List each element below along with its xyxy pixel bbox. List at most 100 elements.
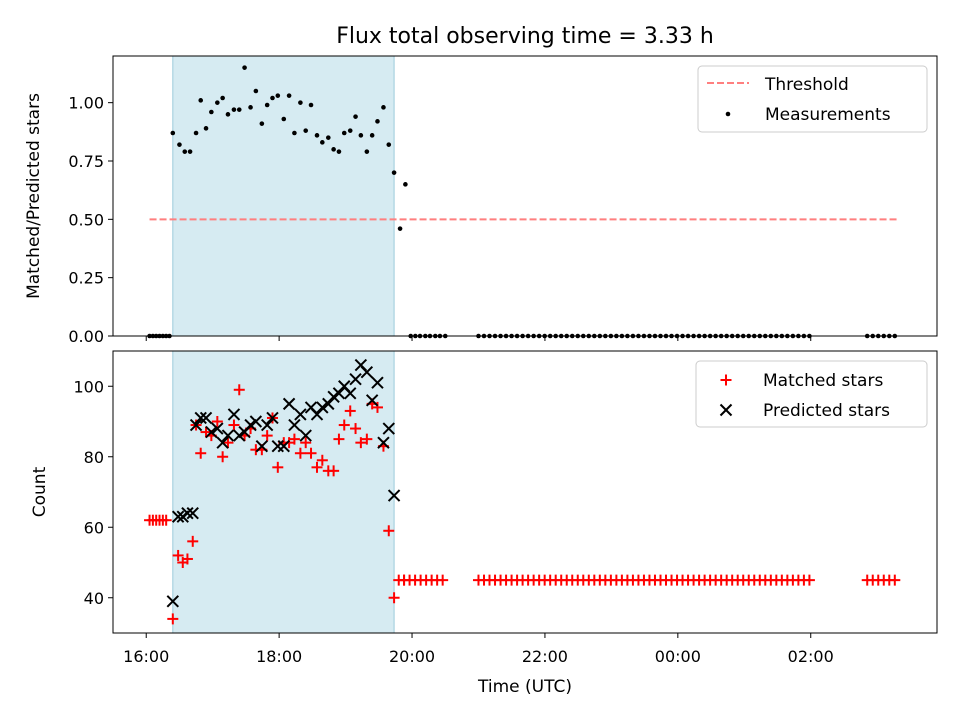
measurement-point bbox=[308, 102, 314, 108]
predicted-stars-points bbox=[166, 358, 401, 608]
matched-star-point bbox=[328, 465, 340, 477]
predicted-star-point bbox=[260, 418, 274, 432]
predicted-star-point bbox=[166, 595, 180, 608]
predicted-star-point bbox=[349, 372, 362, 386]
matched-star-point bbox=[211, 416, 223, 427]
chart-title: Flux total observing time = 3.33 h bbox=[336, 24, 714, 49]
predicted-star-point bbox=[294, 408, 307, 421]
predicted-star-point bbox=[332, 387, 346, 400]
y-tick-label: 0.25 bbox=[68, 269, 104, 288]
matched-star-point bbox=[316, 454, 328, 466]
x-tick-label: 02:00 bbox=[788, 647, 834, 666]
matched-star-point bbox=[217, 451, 229, 463]
measurement-point bbox=[292, 130, 297, 136]
matched-star-point bbox=[388, 592, 400, 604]
predicted-star-point bbox=[327, 390, 340, 404]
predicted-star-point bbox=[288, 418, 301, 432]
measurement-point bbox=[259, 121, 265, 126]
top-axes-frame bbox=[112, 55, 938, 337]
predicted-star-point bbox=[216, 436, 229, 449]
predicted-star-point bbox=[221, 429, 235, 442]
predicted-star-point bbox=[299, 429, 312, 442]
predicted-star-point bbox=[310, 408, 324, 421]
matched-star-point bbox=[233, 384, 245, 396]
x-tick-label: 00:00 bbox=[655, 647, 701, 666]
y-tick-label: 0.50 bbox=[68, 210, 104, 229]
measurement-point bbox=[320, 140, 325, 145]
measurement-point bbox=[341, 130, 347, 136]
measurement-point bbox=[347, 128, 353, 133]
predicted-star-point bbox=[277, 439, 290, 453]
matched-star-point bbox=[261, 430, 273, 442]
legend-box bbox=[697, 65, 928, 133]
x-axis-label: Time (UTC) bbox=[477, 677, 572, 697]
legend-predicted-swatch bbox=[719, 403, 733, 417]
measurement-point bbox=[209, 109, 214, 115]
legend-predicted-label: Predicted stars bbox=[763, 401, 890, 421]
matched-star-point bbox=[228, 419, 240, 431]
measurement-point bbox=[353, 114, 358, 119]
measurement-point bbox=[286, 93, 292, 98]
legend-matched-label: Matched stars bbox=[763, 371, 883, 391]
measurement-point bbox=[225, 112, 231, 117]
measurement-point bbox=[177, 142, 182, 147]
measurement-point bbox=[336, 149, 342, 154]
measurement-point bbox=[303, 128, 309, 133]
measurement-point bbox=[270, 95, 275, 101]
predicted-star-point bbox=[382, 422, 395, 435]
y-tick-label: 0.75 bbox=[68, 152, 104, 171]
measurement-point bbox=[298, 100, 303, 105]
measurement-point bbox=[331, 147, 336, 152]
predicted-star-point bbox=[227, 408, 241, 421]
y-tick-label: 80 bbox=[84, 448, 104, 467]
measurement-point bbox=[220, 95, 225, 101]
matched-star-point bbox=[187, 535, 199, 547]
predicted-star-point bbox=[211, 422, 224, 435]
predicted-star-point bbox=[255, 439, 269, 453]
matched-star-point bbox=[300, 437, 312, 449]
matched-star-point bbox=[338, 419, 350, 431]
matched-star-point bbox=[361, 433, 373, 445]
legend-box bbox=[695, 360, 928, 428]
bottom-y-axis-label: Count bbox=[30, 466, 50, 517]
matched-star-point bbox=[294, 447, 306, 459]
matched-star-point bbox=[181, 553, 193, 565]
bottom-y-ticks: 40 60 80 100 bbox=[73, 377, 113, 608]
measurement-point bbox=[397, 226, 403, 231]
predicted-star-point bbox=[186, 506, 199, 520]
bottom-panel: 40 60 80 100 16:00 18:00 20:00 22:00 00:00 02:00… bbox=[30, 350, 938, 697]
y-tick-label: 100 bbox=[73, 377, 104, 396]
predicted-star-point bbox=[249, 415, 263, 428]
top-panel: 0.00 0.25 0.50 0.75 1.00 Matched/Predicted s… bbox=[24, 55, 938, 346]
measurement-point bbox=[215, 100, 220, 105]
y-tick-label: 40 bbox=[84, 589, 104, 608]
measurement-point bbox=[403, 182, 408, 187]
predicted-star-point bbox=[189, 418, 203, 432]
measurement-point bbox=[326, 135, 331, 140]
matched-star-point bbox=[167, 613, 179, 625]
bottom-x-ticks: 16:00 18:00 20:00 22:00 00:00 02:00 bbox=[123, 633, 834, 666]
bottom-highlight-band bbox=[172, 350, 395, 634]
y-tick-label: 60 bbox=[84, 518, 104, 537]
measurement-point bbox=[203, 126, 209, 131]
matched-star-point bbox=[195, 447, 207, 459]
measurement-point bbox=[364, 149, 370, 154]
measurement-point bbox=[358, 133, 364, 138]
measurement-point bbox=[242, 65, 247, 70]
predicted-star-point bbox=[322, 397, 335, 411]
measurement-point bbox=[231, 107, 237, 112]
matched-star-point bbox=[355, 437, 367, 449]
predicted-star-point bbox=[171, 510, 185, 523]
measurement-point bbox=[275, 93, 281, 98]
predicted-star-point bbox=[365, 394, 379, 407]
top-x-ticks bbox=[145, 336, 812, 341]
legend-measurements-label: Measurements bbox=[765, 105, 891, 125]
matched-star-point bbox=[172, 549, 184, 561]
measurement-point bbox=[281, 116, 287, 122]
matched-star-point bbox=[333, 433, 345, 445]
measurement-point bbox=[198, 98, 204, 103]
predicted-star-point bbox=[316, 401, 329, 414]
y-tick-label: 1.00 bbox=[68, 94, 104, 113]
predicted-star-point bbox=[371, 376, 384, 389]
